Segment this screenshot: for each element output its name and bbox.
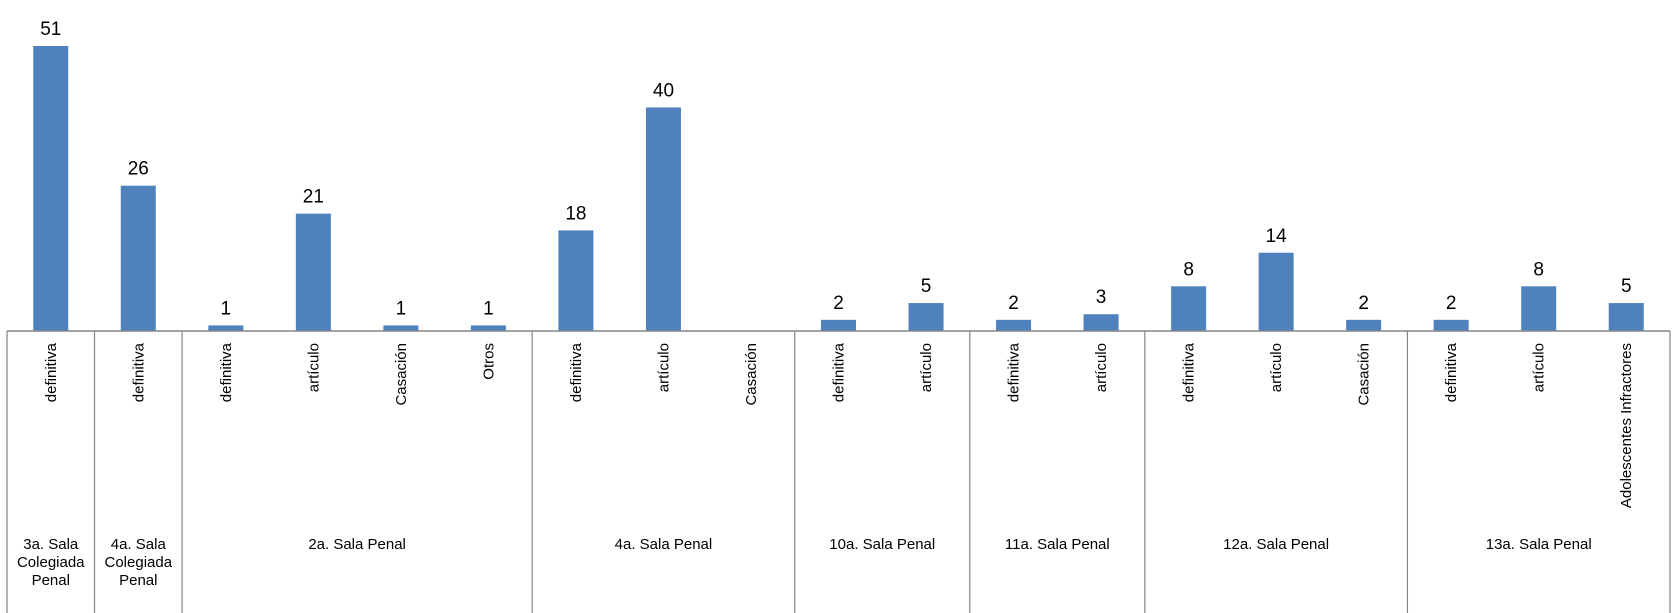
group-label-line: Penal — [32, 572, 70, 589]
category-tick-label: definitiva — [1006, 342, 1023, 402]
bar — [645, 107, 681, 331]
category-tick-label: Casación — [743, 343, 760, 406]
bar — [908, 303, 944, 331]
category-tick-label: definitiva — [568, 342, 585, 402]
category-tick-label: definitiva — [130, 342, 147, 402]
category-tick-label: artículo — [1531, 343, 1548, 392]
data-label: 14 — [1266, 226, 1288, 247]
group-label-line: Penal — [119, 572, 157, 589]
data-label: 26 — [128, 159, 149, 180]
bar — [820, 319, 856, 331]
data-label: 2 — [833, 293, 844, 314]
group-label: 2a. Sala Penal — [308, 536, 406, 553]
data-label: 5 — [921, 276, 932, 297]
bars-layer — [33, 46, 1644, 331]
group-label-line: 12a. Sala Penal — [1223, 536, 1329, 553]
bar — [1521, 286, 1557, 331]
bar — [470, 325, 506, 331]
category-tick-label: definitiva — [831, 342, 848, 402]
category-axis — [6, 330, 1671, 613]
category-tick-label: Adolescentes Infractores — [1618, 343, 1635, 508]
group-label: 10a. Sala Penal — [829, 536, 935, 553]
group-label: 3a. Sala Colegiada Penal — [17, 536, 85, 589]
category-tick-label: definitiva — [218, 342, 235, 402]
data-label: 5 — [1621, 276, 1632, 297]
group-label: 13a. Sala Penal — [1486, 536, 1592, 553]
data-label: 2 — [1358, 293, 1369, 314]
data-label: 21 — [303, 187, 324, 208]
bar — [120, 185, 156, 331]
data-label: 3 — [1096, 287, 1107, 308]
group-label-line: 3a. Sala — [23, 536, 79, 553]
bar — [1433, 319, 1469, 331]
category-tick-label: artículo — [305, 343, 322, 392]
group-label-line: 4a. Sala Penal — [615, 536, 713, 553]
group-label-line: 10a. Sala Penal — [829, 536, 935, 553]
bar — [1608, 303, 1644, 331]
data-label: 2 — [1446, 293, 1457, 314]
group-label-line: Colegiada — [105, 554, 173, 571]
bar — [1171, 286, 1207, 331]
category-tick-label: artículo — [655, 343, 672, 392]
category-tick-label: definitiva — [1181, 342, 1198, 402]
category-tick-label: Otros — [480, 343, 497, 380]
category-tick-label: artículo — [918, 343, 935, 392]
category-tick-label: Casación — [1356, 343, 1373, 406]
value-labels-layer: 51 26 1 21 1 1 18 40 2 5 2 3 8 14 2 2 8 5 — [40, 19, 1631, 319]
data-label: 8 — [1533, 259, 1544, 280]
category-tick-label: artículo — [1268, 343, 1285, 392]
group-label: 4a. Sala Colegiada Penal — [105, 536, 173, 589]
data-label: 40 — [653, 80, 674, 101]
data-label: 18 — [565, 203, 586, 224]
data-label: 8 — [1183, 259, 1194, 280]
bar — [1083, 314, 1119, 331]
bar — [383, 325, 419, 331]
category-tick-label: definitiva — [1443, 342, 1460, 402]
group-label-line: 4a. Sala — [111, 536, 167, 553]
bar — [558, 230, 594, 331]
data-label: 51 — [40, 19, 61, 40]
group-label: 4a. Sala Penal — [615, 536, 713, 553]
category-tick-label: definitiva — [43, 342, 60, 402]
category-tick-label: artículo — [1093, 343, 1110, 392]
category-tick-label: Casación — [393, 343, 410, 406]
bar — [1346, 319, 1382, 331]
group-label: 11a. Sala Penal — [1005, 536, 1110, 553]
group-label-line: 13a. Sala Penal — [1486, 536, 1592, 553]
bar — [996, 319, 1032, 331]
bar — [295, 213, 331, 331]
category-labels-layer: definitiva definitiva definitiva artículo Ca… — [43, 342, 1635, 508]
data-label: 2 — [1008, 293, 1019, 314]
group-label-line: 2a. Sala Penal — [308, 536, 406, 553]
data-label: 1 — [396, 298, 407, 319]
data-label: 1 — [221, 298, 232, 319]
data-label: 1 — [483, 298, 494, 319]
bar — [208, 325, 244, 331]
bar — [1258, 252, 1294, 331]
group-label-line: Colegiada — [17, 554, 85, 571]
bar — [33, 46, 69, 331]
group-label: 12a. Sala Penal — [1223, 536, 1329, 553]
group-label-line: 11a. Sala Penal — [1005, 536, 1110, 553]
